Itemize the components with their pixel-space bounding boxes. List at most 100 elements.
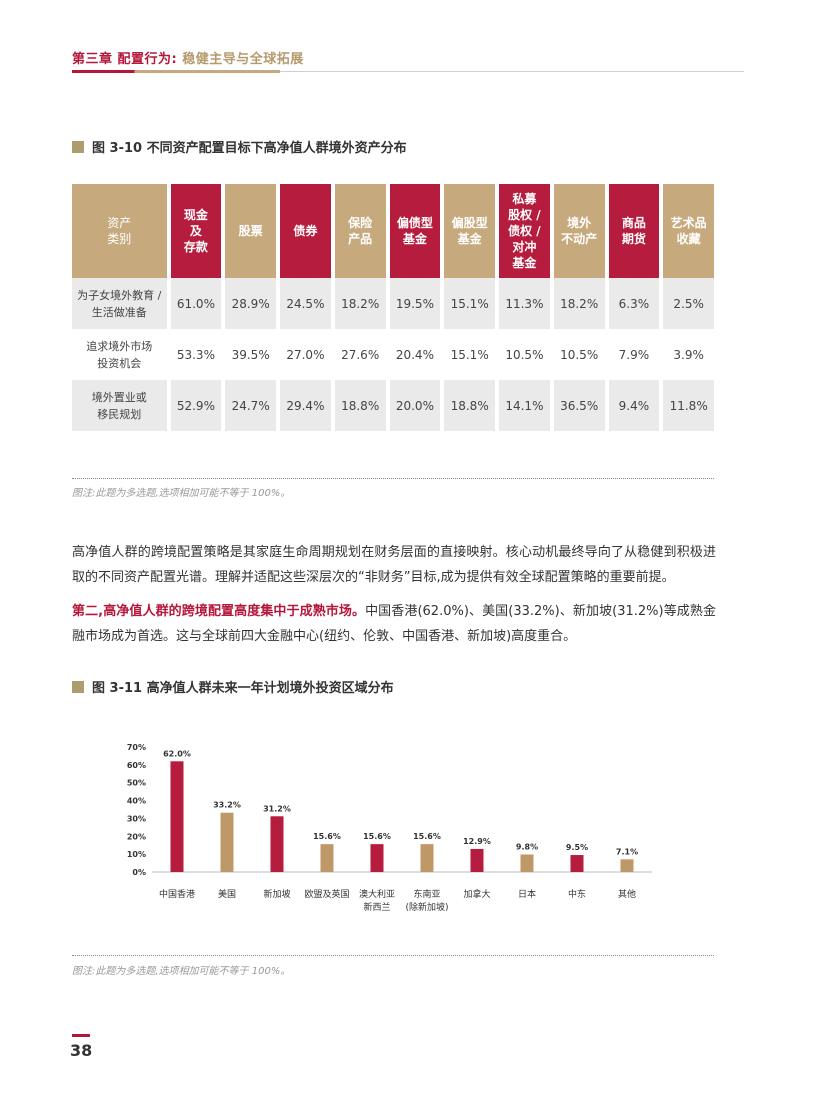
column-header: 现金及存款 [170, 184, 222, 278]
table-cell: 11.8% [663, 380, 715, 431]
page-number-bar [72, 1034, 90, 1037]
bar [620, 859, 634, 872]
x-tick-label: (除新加坡) [405, 901, 448, 913]
row-label-line: 境外置业或 [91, 390, 147, 404]
row-label-line: 投资机会 [97, 356, 142, 370]
y-tick-label: 20% [127, 832, 146, 841]
chapter-underline [72, 70, 280, 73]
bar [420, 844, 434, 872]
table-cell: 27.6% [334, 329, 386, 380]
table-cell: 9.4% [608, 380, 660, 431]
data-label: 15.6% [413, 832, 441, 841]
square-bullet-icon [72, 680, 84, 693]
figure-1-title-text: 图 3-10 不同资产配置目标下高净值人群境外资产分布 [92, 141, 407, 156]
corner-line: 类别 [107, 232, 132, 246]
table-corner-header: 资产 类别 [72, 184, 167, 278]
column-header-line: 私募 [512, 192, 537, 206]
table-cell: 28.9% [225, 278, 277, 329]
column-header-line: 基金 [402, 232, 427, 246]
table-cell: 19.5% [389, 278, 441, 329]
data-label: 33.2% [213, 801, 241, 810]
table-cell: 18.2% [334, 278, 386, 329]
dotted-divider [72, 955, 714, 956]
data-label: 9.8% [516, 843, 538, 852]
table-cell: 15.1% [444, 278, 496, 329]
x-tick-label: 东南亚 [413, 888, 440, 900]
bar [170, 761, 184, 872]
row-label-line: 为子女境外教育 / [77, 288, 162, 302]
data-label: 7.1% [616, 847, 638, 856]
column-header-line: 债券 [293, 224, 318, 238]
column-header-line: 对冲 [512, 240, 537, 254]
body-paragraph-2: 第二,高净值人群的跨境配置高度集中于成熟市场。中国香港(62.0%)、美国(33… [72, 599, 716, 649]
column-header: 境外 不动产 [553, 184, 605, 278]
column-header-line: 期货 [621, 232, 646, 246]
column-header: 偏股型 基金 [444, 184, 496, 278]
paragraph-2-text: 中国香港(62.0%)、美国(33.2%)、新加坡(31.2%)等成熟金融市场成… [72, 604, 716, 644]
row-label-line: 追求境外市场 [86, 339, 153, 353]
table-cell: 61.0% [170, 278, 222, 329]
table-cell: 18.8% [334, 380, 386, 431]
table-cell: 2.5% [663, 278, 715, 329]
bar [470, 848, 484, 872]
table-cell: 11.3% [499, 278, 550, 329]
table-cell: 29.4% [280, 380, 331, 431]
column-header: 股票 [225, 184, 277, 278]
table-cell: 14.1% [499, 380, 550, 431]
table-cell: 20.4% [389, 329, 441, 380]
bar [270, 816, 284, 872]
x-tick-label: 中东 [568, 888, 586, 900]
page-number: 38 [70, 1041, 93, 1060]
bar [570, 855, 584, 872]
table-cell: 10.5% [499, 329, 550, 380]
column-header-line: 不动产 [561, 232, 598, 246]
row-label: 追求境外市场 投资机会 [72, 329, 167, 380]
table-body: 为子女境外教育 / 生活做准备 61.0% 28.9% 24.5% 18.2% 19.5% 1… [72, 278, 715, 431]
table-cell: 53.3% [170, 329, 222, 380]
square-bullet-icon [72, 140, 84, 153]
y-tick-label: 30% [127, 814, 146, 823]
figure-1-title: 图 3-10 不同资产配置目标下高净值人群境外资产分布 [72, 137, 407, 156]
column-header-line: 股票 [238, 224, 263, 238]
column-header-line: 保险 [348, 216, 373, 230]
column-header-line: 及 [189, 224, 202, 238]
table-cell: 3.9% [663, 329, 715, 380]
body-paragraph-1: 高净值人群的跨境配置策略是其家庭生命周期规划在财务层面的直接映射。核心动机最终导… [72, 545, 716, 585]
row-label: 境外置业或 移民规划 [72, 380, 167, 431]
column-header: 私募 股权 / 债权 / 对冲 基金 [499, 184, 550, 278]
chapter-label: 第三章 配置行为: [72, 52, 178, 67]
bar [220, 812, 234, 872]
bar [320, 844, 334, 872]
column-header-line: 股权 / [508, 208, 541, 222]
y-tick-label: 60% [127, 761, 146, 770]
x-tick-label: 中国香港 [159, 888, 195, 900]
header-rule [280, 71, 744, 72]
x-tick-label: 日本 [518, 888, 536, 900]
data-label: 62.0% [163, 749, 191, 758]
column-header-line: 债权 / [508, 224, 541, 238]
y-tick-label: 70% [127, 743, 146, 752]
x-tick-label: 新西兰 [363, 901, 390, 913]
table-header-row: 资产 类别 现金及存款 股票 债券 保险 产品 偏债型 基金 偏股型 基金 私募 股权 / 债权 / 对冲基… [72, 184, 715, 278]
column-header: 艺术品 收藏 [663, 184, 715, 278]
y-tick-label: 50% [127, 779, 146, 788]
row-label-line: 生活做准备 [91, 305, 147, 319]
x-tick-label: 澳大利亚 [359, 888, 395, 900]
table-cell: 52.9% [170, 380, 222, 431]
paragraph-2-highlight: 第二,高净值人群的跨境配置高度集中于成熟市场。 [72, 604, 366, 619]
table-cell: 18.2% [553, 278, 605, 329]
column-header-line: 商品 [621, 216, 646, 230]
asset-allocation-table: 资产 类别 现金及存款 股票 债券 保险 产品 偏债型 基金 偏股型 基金 私募 股权 / 债权 / 对冲基… [72, 184, 715, 431]
table-cell: 24.5% [280, 278, 331, 329]
data-label: 15.6% [363, 832, 391, 841]
row-label: 为子女境外教育 / 生活做准备 [72, 278, 167, 329]
column-header: 偏债型 基金 [389, 184, 441, 278]
dotted-divider [72, 478, 714, 479]
corner-line: 资产 [107, 216, 132, 230]
column-header: 商品 期货 [608, 184, 660, 278]
column-header: 保险 产品 [334, 184, 386, 278]
table-cell: 6.3% [608, 278, 660, 329]
column-header-line: 存款 [183, 240, 208, 254]
column-header-line: 收藏 [676, 232, 701, 246]
table-row: 追求境外市场 投资机会 53.3% 39.5% 27.0% 27.6% 20.4% 15.1%… [72, 329, 715, 380]
